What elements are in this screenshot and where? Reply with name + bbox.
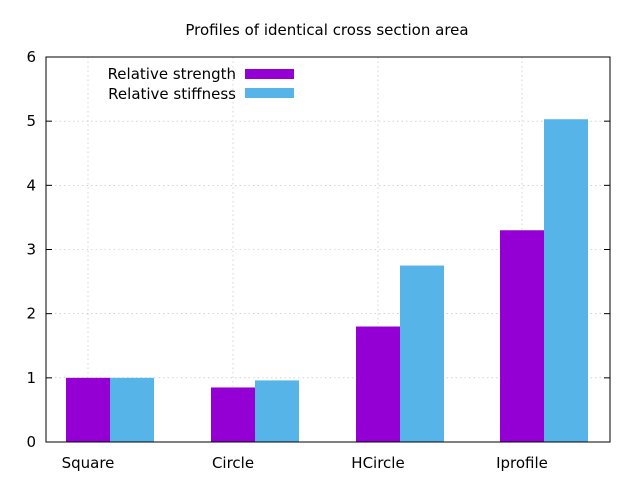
x-tick-label: Iprofile: [496, 454, 548, 472]
bar-stiffness-square: [110, 377, 154, 442]
axis-ticks: 0 1 2 3 4 5 6 Square Circle HCircle Iprofile: [26, 48, 610, 472]
bar-stiffness-hcircle: [400, 265, 444, 442]
bar-strength-hcircle: [356, 326, 400, 442]
legend: Relative strength Relative stiffness: [108, 65, 294, 103]
y-tick-label: 6: [26, 48, 36, 66]
x-tick-label: Circle: [212, 454, 254, 472]
bar-stiffness-circle: [255, 380, 299, 442]
bars: [66, 119, 588, 442]
x-tick-label: Square: [62, 454, 115, 472]
bar-stiffness-iprofile: [544, 119, 588, 442]
legend-swatch-stiffness: [245, 88, 294, 98]
legend-swatch-strength: [245, 69, 294, 79]
legend-label-strength: Relative strength: [108, 65, 236, 83]
y-tick-label: 1: [26, 369, 36, 387]
y-tick-label: 2: [26, 305, 36, 323]
y-tick-label: 3: [26, 241, 36, 259]
y-tick-label: 5: [26, 112, 36, 130]
bar-strength-square: [66, 377, 110, 442]
chart-title: Profiles of identical cross section area: [185, 21, 468, 39]
y-tick-label: 0: [26, 433, 36, 451]
bar-strength-circle: [211, 387, 255, 442]
y-tick-label: 4: [26, 176, 36, 194]
bar-strength-iprofile: [500, 230, 544, 442]
legend-label-stiffness: Relative stiffness: [108, 85, 236, 103]
x-tick-label: HCircle: [351, 454, 404, 472]
